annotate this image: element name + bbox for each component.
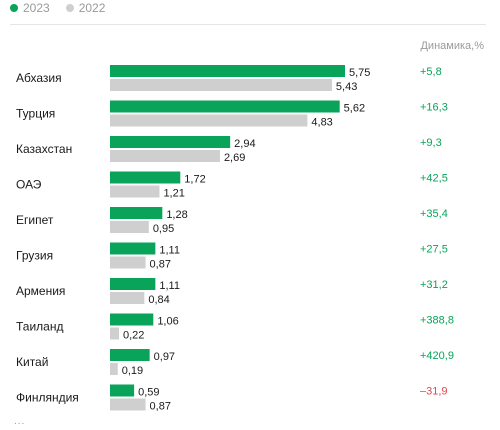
chart-row-row-4: Египет 1,28 0,95 +35,4 xyxy=(16,207,448,235)
value-label-2023: 1,11 xyxy=(159,245,180,257)
value-label-2022: 4,83 xyxy=(311,117,332,129)
dynamics-value: +27,5 xyxy=(420,244,448,256)
bar-2022-row-5 xyxy=(110,256,146,269)
bar-2023-row-8 xyxy=(110,349,150,361)
chart-row-row-7: Таиланд 1,06 0,22 +388,8 xyxy=(16,313,454,342)
value-label-2022: 0,95 xyxy=(153,223,174,235)
value-label-2023: 1,06 xyxy=(157,316,178,328)
value-label-2022: 0,84 xyxy=(148,294,169,306)
chart-row-row-9: Финляндия 0,59 0,87 –31,9 xyxy=(16,384,448,413)
bar-2022-row-3 xyxy=(110,185,160,198)
value-label-2023: 0,97 xyxy=(154,351,175,363)
value-label-2023: 5,62 xyxy=(344,103,365,115)
legend-item-2023: 2023 xyxy=(10,1,50,15)
category-label: Абхазия xyxy=(16,71,62,85)
bar-2023-row-0 xyxy=(110,65,345,77)
chart-row-row-8: Китай 0,97 0,19 +420,9 xyxy=(16,349,454,377)
chart-row-row-5: Грузия 1,11 0,87 +27,5 xyxy=(16,242,448,271)
bar-2022-row-4 xyxy=(110,221,149,233)
value-label-2023: 2,94 xyxy=(234,138,255,150)
bar-2023-row-7 xyxy=(110,313,154,326)
bar-2022-row-0 xyxy=(110,79,332,91)
chart-row-row-1: Турция 5,62 4,83 +16,3 xyxy=(16,100,448,129)
category-label: Грузия xyxy=(16,249,53,263)
top-divider xyxy=(10,24,486,25)
value-label-2023: 1,28 xyxy=(166,209,187,221)
category-label: Китай xyxy=(16,355,48,369)
bar-2022-row-2 xyxy=(110,150,220,162)
legend-item-2022: 2022 xyxy=(65,1,106,15)
bar-2022-row-1 xyxy=(110,114,308,127)
dynamics-value: +31,2 xyxy=(420,279,448,291)
dynamics-value: +9,3 xyxy=(420,137,442,149)
bar-2023-row-6 xyxy=(110,278,156,290)
value-label-2023: 5,75 xyxy=(349,67,370,79)
value-label-2022: 1,21 xyxy=(163,188,184,200)
bar-2023-row-2 xyxy=(110,136,231,148)
dynamics-value: +35,4 xyxy=(420,208,448,220)
chart-row-row-0: Абхазия 5,75 5,43 +5,8 xyxy=(16,65,442,93)
category-label: ОАЭ xyxy=(16,178,42,192)
more-rows-ellipsis: ... xyxy=(14,416,26,427)
dynamics-value: +388,8 xyxy=(420,315,454,327)
dynamics-value: +16,3 xyxy=(420,102,448,114)
dynamics-value: –31,9 xyxy=(420,386,448,398)
category-label: Финляндия xyxy=(16,391,79,405)
bar-2023-row-9 xyxy=(110,384,135,397)
bar-2023-row-1 xyxy=(110,100,340,113)
legend-label-2022: 2022 xyxy=(78,1,106,15)
value-label-2022: 0,19 xyxy=(122,365,143,377)
chart-row-row-2: Казахстан 2,94 2,69 +9,3 xyxy=(16,136,442,164)
bar-2022-row-8 xyxy=(110,363,118,375)
legend-dot-2023 xyxy=(10,4,18,12)
bar-2022-row-6 xyxy=(110,292,145,304)
value-label-2023: 0,59 xyxy=(138,387,159,399)
category-label: Турция xyxy=(16,107,55,121)
value-label-2022: 0,87 xyxy=(150,401,171,413)
value-label-2022: 2,69 xyxy=(224,152,245,164)
dynamics-value: +5,8 xyxy=(420,66,442,78)
value-label-2022: 0,87 xyxy=(150,259,171,271)
bar-2022-row-9 xyxy=(110,398,146,411)
chart-row-row-6: Армения 1,11 0,84 +31,2 xyxy=(16,278,448,306)
bar-2023-row-3 xyxy=(110,171,181,184)
bar-2022-row-7 xyxy=(110,327,119,340)
category-label: Египет xyxy=(16,213,54,227)
value-label-2023: 1,72 xyxy=(184,174,205,186)
bar-2023-row-4 xyxy=(110,207,163,219)
bar-2023-row-5 xyxy=(110,242,156,255)
dynamics-column-header: Динамика,% xyxy=(420,40,484,52)
category-label: Казахстан xyxy=(16,142,72,156)
dynamics-value: +420,9 xyxy=(420,350,454,362)
category-label: Армения xyxy=(16,284,65,298)
dynamics-value: +42,5 xyxy=(420,173,448,185)
value-label-2022: 5,43 xyxy=(336,81,357,93)
category-label: Таиланд xyxy=(16,320,63,334)
chart-legend: 2023 2022 xyxy=(10,0,105,16)
legend-dot-2022 xyxy=(65,4,74,12)
legend-label-2023: 2023 xyxy=(23,1,50,15)
value-label-2023: 1,11 xyxy=(159,280,180,292)
chart-row-row-3: ОАЭ 1,721,21 +42,5 xyxy=(16,171,448,200)
value-label-2022: 0,22 xyxy=(123,330,144,342)
